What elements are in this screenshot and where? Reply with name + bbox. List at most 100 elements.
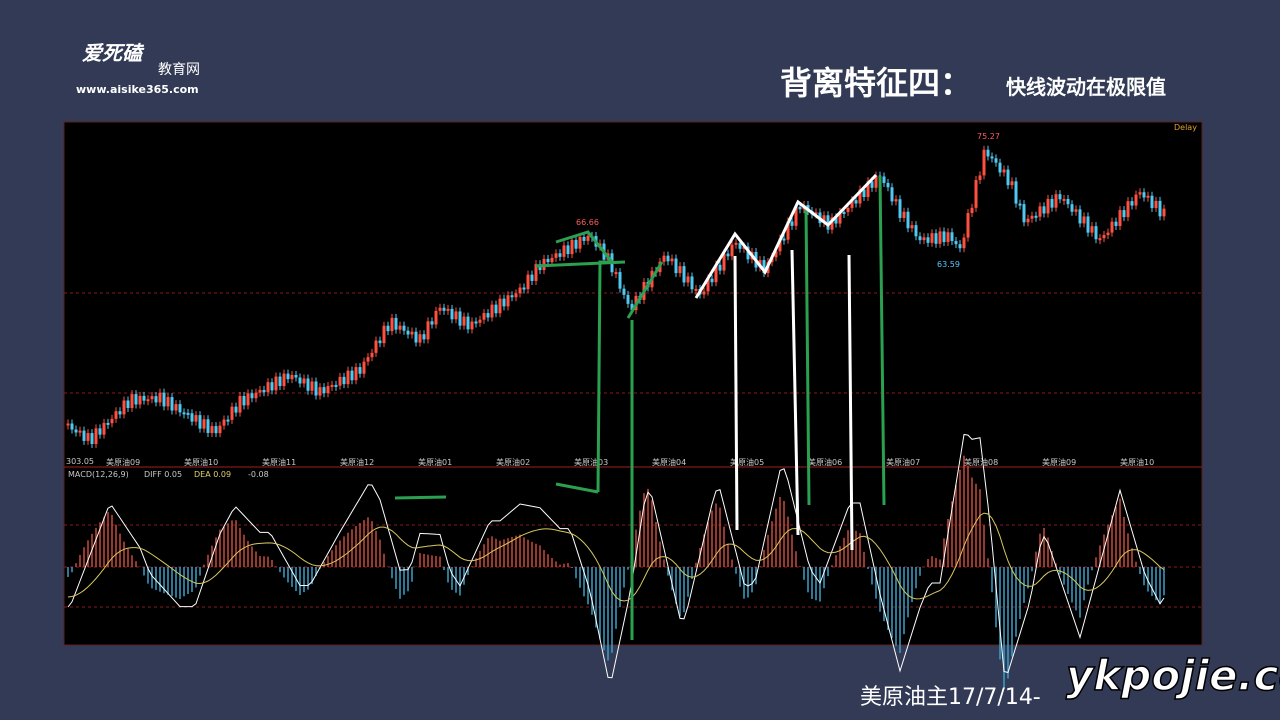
- candle-body: [298, 377, 302, 384]
- candle-body: [286, 373, 290, 380]
- candle-body: [882, 176, 886, 183]
- candle-body: [1158, 200, 1162, 217]
- candle-body: [570, 239, 574, 255]
- candle-body: [270, 382, 274, 391]
- candle-body: [198, 415, 202, 429]
- candle-body: [66, 423, 70, 426]
- candle-body: [202, 419, 206, 429]
- candle-body: [266, 382, 270, 393]
- candle-body: [94, 428, 98, 444]
- candle-body: [390, 317, 394, 332]
- candle-body: [842, 212, 846, 215]
- candle-body: [314, 381, 318, 396]
- green-annotations: [394, 175, 886, 640]
- caption: 美原油主17/7/14-: [860, 685, 1041, 710]
- candle-body: [718, 264, 722, 271]
- candle-body: [254, 392, 258, 399]
- candle-body: [214, 426, 218, 434]
- candle-body: [302, 378, 306, 384]
- candle-body: [894, 199, 898, 202]
- candle-body: [490, 304, 494, 318]
- candle-body: [962, 237, 966, 249]
- candle-body: [946, 232, 950, 243]
- candle-body: [346, 370, 350, 385]
- candle-body: [98, 428, 102, 435]
- candle-body: [1162, 208, 1166, 217]
- candle-body: [1018, 203, 1022, 206]
- candle-body: [826, 215, 830, 230]
- candle-body: [442, 307, 446, 311]
- x-label: 美原油10: [1120, 457, 1154, 467]
- candle-body: [546, 258, 550, 263]
- candle-body: [782, 238, 786, 241]
- candle-body: [1090, 226, 1094, 233]
- candle-body: [498, 298, 502, 314]
- candle-body: [518, 287, 522, 294]
- x-label: 美原油07: [886, 457, 920, 467]
- candle-body: [454, 311, 458, 320]
- candle-body: [1010, 181, 1014, 186]
- candle-body: [234, 406, 238, 413]
- candle-body: [686, 276, 690, 283]
- candle-body: [942, 231, 946, 243]
- candle-body: [438, 307, 442, 311]
- candle-body: [342, 376, 346, 385]
- candle-body: [706, 278, 710, 292]
- candle-body: [966, 213, 970, 238]
- x-label: 美原油01: [418, 457, 452, 467]
- candle-body: [458, 311, 462, 326]
- candle-body: [954, 241, 958, 245]
- candle-body: [870, 181, 874, 188]
- candle-body: [1022, 204, 1026, 223]
- diff-line: [67, 433, 1165, 679]
- candle-body: [790, 221, 794, 226]
- candle-body: [850, 200, 854, 208]
- logo-url: www.aisike365.com: [76, 83, 199, 96]
- candle-body: [666, 255, 670, 262]
- candle-body: [822, 215, 826, 224]
- candle-body: [1134, 194, 1138, 206]
- candle-body: [110, 418, 114, 424]
- x-label: 美原油06: [808, 457, 842, 467]
- candle-body: [922, 237, 926, 241]
- candle-body: [414, 331, 418, 343]
- candle-body: [354, 367, 358, 381]
- candle-body: [462, 316, 466, 326]
- candle-body: [846, 207, 850, 213]
- candle-body: [358, 367, 362, 374]
- candle-body: [418, 334, 422, 343]
- x-label: 美原油09: [106, 457, 140, 467]
- candle-body: [250, 393, 254, 399]
- watermark: ykpojie.com: [1066, 651, 1280, 700]
- candle-body: [1074, 209, 1078, 212]
- candle-body: [90, 433, 94, 444]
- candle-body: [178, 404, 182, 413]
- x-label: 美原油12: [340, 457, 374, 467]
- candle-body: [574, 239, 578, 249]
- candle-body: [838, 212, 842, 224]
- candle-body: [1114, 221, 1118, 227]
- candle-body: [374, 340, 378, 353]
- candle-body: [714, 264, 718, 283]
- candle-body: [1086, 216, 1090, 233]
- candle-body: [674, 258, 678, 274]
- candle-body: [146, 399, 150, 402]
- candle-body: [1146, 195, 1150, 198]
- candle-body: [1150, 195, 1154, 209]
- candle-body: [322, 387, 326, 394]
- dea-line: [67, 512, 1165, 602]
- candle-body: [350, 370, 354, 381]
- candle-body: [242, 396, 246, 406]
- candle-body: [478, 319, 482, 323]
- candle-body: [1002, 169, 1006, 173]
- candle-body: [282, 373, 286, 387]
- candle-body: [1142, 192, 1146, 198]
- candle-body: [158, 392, 162, 403]
- candle-body: [1046, 198, 1050, 214]
- candle-body: [886, 182, 890, 188]
- candle-body: [1066, 198, 1070, 205]
- candle-body: [990, 156, 994, 159]
- candle-body: [494, 304, 498, 314]
- candle-body: [154, 396, 158, 403]
- candle-body: [474, 321, 478, 324]
